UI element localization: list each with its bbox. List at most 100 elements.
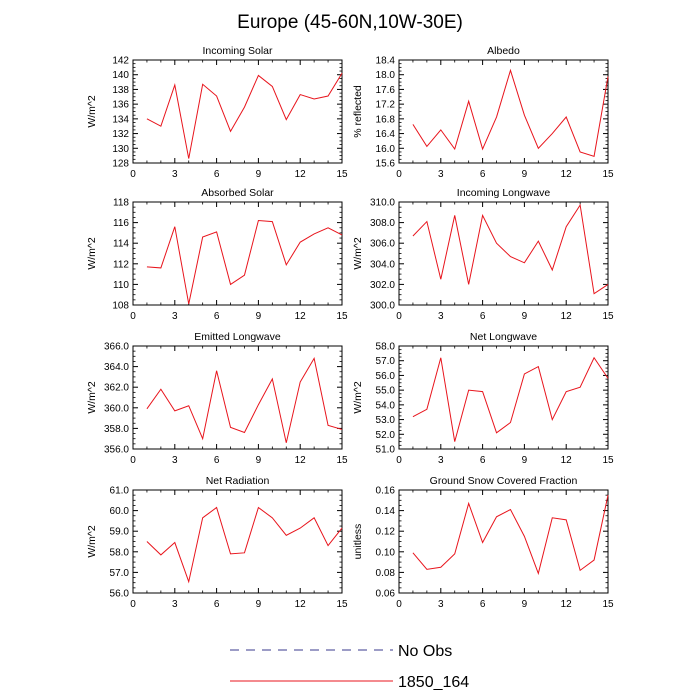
x-tick-label: 9 (522, 169, 528, 180)
x-tick-label: 15 (602, 455, 614, 466)
y-tick-label: 130 (112, 144, 129, 155)
panel-grid: Incoming Solar W/m^2 128 130 132 134 136 138 140… (86, 45, 614, 610)
y-tick-label: 57.0 (376, 356, 396, 367)
y-tick-label: 0.06 (376, 589, 396, 600)
y-tick-label: 17.6 (376, 85, 396, 96)
x-tick-label: 0 (130, 599, 136, 610)
x-tick-label: 12 (561, 311, 573, 322)
panel-net-radiation: Net RadiationW/m^256.057.058.059.060.061… (86, 475, 348, 610)
x-tick-label: 6 (480, 455, 486, 466)
y-tick-label: 364.0 (104, 362, 129, 373)
x-tick-label: 12 (295, 599, 307, 610)
series-line (412, 68, 609, 158)
y-tick-label: 15.6 (376, 159, 396, 170)
x-tick-label: 15 (336, 169, 348, 180)
figure-title: Europe (45-60N,10W-30E) (237, 12, 463, 33)
x-tick-label: 0 (396, 311, 402, 322)
y-tick-label: 142 (112, 56, 129, 67)
y-tick-label: 53.0 (376, 415, 396, 426)
y-axis-label: % reflected (352, 85, 364, 138)
y-tick-label: 16.8 (376, 114, 396, 125)
y-tick-label: 57.0 (110, 568, 130, 579)
x-tick-label: 0 (396, 169, 402, 180)
series-line (146, 506, 343, 584)
y-tick-label: 108 (112, 301, 129, 312)
x-tick-label: 3 (438, 169, 444, 180)
y-tick-label: 17.2 (376, 100, 396, 111)
panel-ground-snow-covered-fraction: Ground Snow Covered Fraction unitless 0.06… (352, 475, 614, 610)
y-tick-label: 362.0 (104, 383, 129, 394)
y-tick-label: 310.0 (370, 198, 395, 209)
x-tick-label: 9 (522, 311, 528, 322)
y-tick-label: 52.0 (376, 430, 396, 441)
y-tick-label: 366.0 (104, 342, 129, 353)
plot-frame (132, 489, 343, 594)
x-tick-label: 9 (522, 455, 528, 466)
y-axis-label: W/m^2 (86, 525, 98, 558)
x-tick-label: 0 (130, 311, 136, 322)
legend: No Obs 1850_164 (230, 643, 469, 691)
x-tick-label: 6 (480, 311, 486, 322)
x-tick-label: 15 (602, 311, 614, 322)
x-tick-label: 0 (130, 455, 136, 466)
x-tick-label: 3 (172, 169, 178, 180)
x-tick-label: 6 (214, 599, 220, 610)
y-tick-label: 304.0 (370, 259, 395, 270)
panel-net-longwave: Net Longwave W/m^2 51.0 52.0 53.0 54.0 55.0 56.… (352, 331, 614, 466)
y-tick-label: 56.0 (376, 371, 396, 382)
y-tick-label: 16.0 (376, 144, 396, 155)
y-tick-label: 16.4 (376, 129, 396, 140)
plot-frame (132, 59, 343, 164)
panel-title: Incoming Longwave (457, 187, 551, 199)
y-tick-label: 308.0 (370, 218, 395, 229)
x-tick-label: 6 (214, 311, 220, 322)
y-tick-label: 18.4 (376, 56, 396, 67)
x-tick-label: 0 (396, 455, 402, 466)
plot-frame (398, 201, 609, 306)
x-tick-label: 3 (438, 599, 444, 610)
x-tick-label: 12 (561, 169, 573, 180)
y-axis-label: W/m^2 (86, 381, 98, 414)
x-tick-label: 3 (172, 455, 178, 466)
x-tick-label: 12 (561, 599, 573, 610)
y-tick-label: 302.0 (370, 280, 395, 291)
y-axis-label: unitless (352, 524, 364, 560)
x-tick-label: 6 (214, 169, 220, 180)
x-tick-label: 15 (602, 599, 614, 610)
series-line (412, 203, 609, 295)
x-tick-label: 12 (295, 169, 307, 180)
legend-label-1850-164: 1850_164 (398, 674, 469, 691)
x-tick-label: 9 (522, 599, 528, 610)
plot-frame (398, 59, 609, 164)
x-tick-label: 9 (256, 599, 262, 610)
y-axis-label: W/m^2 (86, 95, 98, 128)
y-axis-label: W/m^2 (86, 237, 98, 270)
series-line (146, 220, 343, 305)
y-tick-label: 358.0 (104, 424, 129, 435)
panel-title: Net Longwave (470, 331, 537, 343)
y-tick-label: 356.0 (104, 445, 129, 456)
x-tick-label: 9 (256, 311, 262, 322)
plot-frame (132, 201, 343, 306)
legend-label-no-obs: No Obs (398, 643, 452, 660)
x-tick-label: 6 (480, 169, 486, 180)
x-tick-label: 12 (295, 311, 307, 322)
x-tick-label: 6 (480, 599, 486, 610)
x-tick-label: 9 (256, 455, 262, 466)
y-tick-label: 134 (112, 114, 129, 125)
y-tick-label: 140 (112, 70, 129, 81)
y-tick-label: 58.0 (110, 547, 130, 558)
plot-frame (132, 345, 343, 450)
x-tick-label: 15 (336, 599, 348, 610)
y-tick-label: 132 (112, 129, 129, 140)
y-tick-label: 18.0 (376, 70, 396, 81)
x-tick-label: 15 (336, 311, 348, 322)
y-tick-label: 61.0 (110, 486, 130, 497)
y-tick-label: 58.0 (376, 342, 396, 353)
x-tick-label: 3 (438, 455, 444, 466)
y-tick-label: 0.14 (376, 506, 396, 517)
x-tick-label: 12 (561, 455, 573, 466)
x-tick-label: 0 (396, 599, 402, 610)
y-tick-label: 0.08 (376, 568, 396, 579)
y-tick-label: 0.16 (376, 486, 396, 497)
